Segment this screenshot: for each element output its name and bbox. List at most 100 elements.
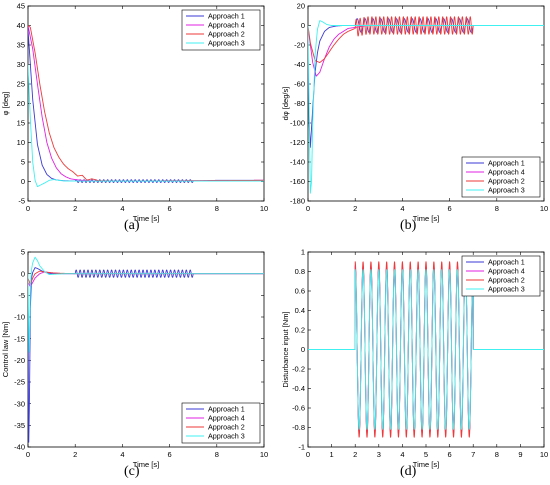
x-tick-label: 2: [353, 204, 357, 213]
legend-label: Approach 1: [488, 258, 525, 267]
x-axis-label: Time [s]: [413, 214, 439, 223]
y-tick-label: -20: [294, 41, 305, 50]
x-tick-label: 5: [424, 450, 428, 459]
y-tick-label: -180: [290, 197, 305, 206]
legend-label: Approach 3: [488, 186, 525, 195]
y-tick-label: -0.2: [292, 365, 305, 374]
y-tick-label: -160: [290, 177, 305, 186]
y-tick-label: -0.8: [292, 423, 305, 432]
legend-label: Approach 4: [488, 267, 525, 276]
y-tick-label: -25: [14, 378, 25, 387]
x-tick-label: 10: [540, 450, 548, 459]
legend-label: Approach 2: [208, 423, 245, 432]
x-tick-label: 8: [215, 204, 219, 213]
y-tick-label: -40: [14, 443, 25, 452]
x-tick-label: 4: [120, 204, 124, 213]
y-tick-label: -60: [294, 80, 305, 89]
legend-label: Approach 1: [208, 12, 245, 21]
series-group: [28, 25, 264, 188]
y-tick-label: -140: [290, 158, 305, 167]
x-tick-label: 1: [330, 450, 334, 459]
x-axis-label: Time [s]: [133, 460, 159, 469]
legend-label: Approach 3: [208, 39, 245, 48]
legend-label: Approach 3: [488, 285, 525, 294]
chart-c: 0 2 4 6 8 10 -40 -35 -30 -25 -20 -15 -10 -5 0 5 Time [s]…: [1, 248, 268, 469]
y-tick-label: -1: [298, 443, 305, 452]
x-tick-label: 0: [306, 450, 310, 459]
legend-label: Approach 4: [488, 168, 525, 177]
chart-b: 0 2 4 6 8 10 -180 -160 -140 -120 -100 -80 -60 -40 -20 0…: [281, 2, 548, 223]
y-tick-label: -20: [14, 356, 25, 365]
y-tick-label: 10: [17, 138, 25, 147]
y-tick-label: -30: [14, 399, 25, 408]
y-tick-label: -10: [14, 313, 25, 322]
series-line-4: [28, 256, 264, 353]
y-tick-label: 0: [21, 269, 25, 278]
y-tick-label: -120: [290, 138, 305, 147]
y-tick-label: -0.4: [292, 384, 305, 393]
y-axis-label: φ [deg]: [1, 92, 10, 116]
y-tick-label: 0: [21, 177, 25, 186]
x-tick-label: 6: [448, 204, 452, 213]
legend-label: Approach 4: [208, 21, 245, 30]
legend-label: Approach 3: [208, 432, 245, 441]
y-tick-label: 0.6: [295, 287, 305, 296]
series-group: [308, 261, 544, 438]
y-tick-label: -80: [294, 99, 305, 108]
y-tick-label: 0.8: [295, 267, 305, 276]
y-tick-label: 5: [21, 158, 25, 167]
series-group: [308, 16, 544, 194]
panel-label-c: (c): [124, 464, 140, 479]
y-tick-label: 0: [301, 345, 305, 354]
x-tick-label: 2: [73, 450, 77, 459]
series-line-4: [308, 20, 544, 194]
panel-label-a: (a): [124, 218, 140, 233]
x-tick-label: 10: [540, 204, 548, 213]
x-tick-label: 4: [400, 450, 404, 459]
x-axis-label: Time [s]: [133, 214, 159, 223]
panel-label-d: (d): [400, 464, 417, 479]
x-tick-label: 6: [168, 450, 172, 459]
series-line-4: [308, 269, 544, 430]
legend-label: Approach 2: [488, 177, 525, 186]
x-tick-label: 7: [471, 450, 475, 459]
x-tick-label: 0: [26, 450, 30, 459]
legend-label: Approach 2: [488, 276, 525, 285]
y-axis-label: Disturbance input [Nm]: [281, 311, 290, 387]
y-tick-label: 20: [17, 99, 25, 108]
y-tick-label: 30: [17, 60, 25, 69]
legend-label: Approach 4: [208, 414, 245, 423]
y-tick-label: -15: [14, 334, 25, 343]
x-tick-label: 8: [495, 450, 499, 459]
x-tick-label: 0: [306, 204, 310, 213]
x-tick-label: 10: [260, 450, 268, 459]
y-tick-label: 25: [17, 80, 25, 89]
y-tick-label: 45: [17, 2, 25, 11]
x-axis-label: Time [s]: [413, 460, 439, 469]
y-tick-label: -40: [294, 60, 305, 69]
legend-label: Approach 1: [488, 159, 525, 168]
y-tick-label: -35: [14, 421, 25, 430]
y-tick-label: 1: [301, 248, 305, 257]
y-tick-label: -0.6: [292, 404, 305, 413]
y-tick-label: 40: [17, 21, 25, 30]
x-tick-label: 0: [26, 204, 30, 213]
x-tick-label: 6: [448, 450, 452, 459]
y-tick-label: 35: [17, 41, 25, 50]
x-tick-label: 9: [518, 450, 522, 459]
y-tick-label: 5: [21, 248, 25, 257]
legend-label: Approach 2: [208, 30, 245, 39]
legend-label: Approach 1: [208, 405, 245, 414]
y-tick-label: 0.2: [295, 326, 305, 335]
panel-label-b: (b): [400, 218, 417, 233]
x-tick-label: 4: [120, 450, 124, 459]
x-tick-label: 2: [353, 450, 357, 459]
x-tick-label: 8: [495, 204, 499, 213]
x-tick-label: 6: [168, 204, 172, 213]
